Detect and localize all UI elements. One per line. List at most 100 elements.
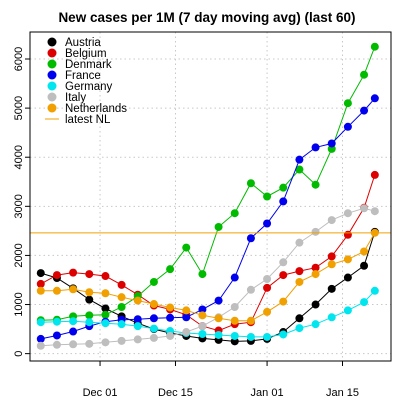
x-tick-label: Jan 01 <box>251 387 284 399</box>
data-point <box>149 324 158 333</box>
data-point <box>295 314 304 323</box>
data-point <box>370 170 379 179</box>
legend: AustriaBelgiumDenmarkFranceGermanyItalyN… <box>45 37 127 126</box>
data-point <box>263 192 272 201</box>
series-germany <box>36 286 379 341</box>
series-line <box>40 97 376 340</box>
series-france <box>36 94 379 343</box>
data-point <box>230 316 239 325</box>
data-point <box>295 165 304 174</box>
data-point <box>85 288 94 297</box>
data-point <box>343 273 352 282</box>
legend-label: Netherlands <box>65 103 127 115</box>
data-point <box>295 238 304 247</box>
data-point <box>327 284 336 293</box>
data-point <box>69 285 78 294</box>
data-point <box>149 333 158 342</box>
data-point <box>52 317 61 326</box>
series-netherlands <box>36 228 379 325</box>
data-point <box>69 327 78 336</box>
data-point <box>279 197 288 206</box>
data-point <box>182 328 191 337</box>
legend-label: France <box>65 70 101 82</box>
data-point <box>246 285 255 294</box>
legend-marker <box>47 92 57 102</box>
y-tick-label: 6000 <box>13 47 25 71</box>
data-point <box>52 286 61 295</box>
data-point <box>214 222 223 231</box>
data-point <box>117 336 126 345</box>
series-line <box>40 46 376 321</box>
axes: 0 1000 2000 3000 4000 5000 6000 Dec 01 Dec 15 Jan… <box>13 31 392 399</box>
data-point <box>133 315 142 324</box>
data-point <box>214 330 223 339</box>
chart-title: New cases per 1M (7 day moving avg) (las… <box>58 10 355 25</box>
data-point <box>214 296 223 305</box>
data-point <box>69 268 78 277</box>
data-point <box>295 267 304 276</box>
series-belgium <box>36 170 379 335</box>
legend-marker <box>47 59 57 69</box>
series-line <box>40 232 376 322</box>
data-point <box>263 219 272 228</box>
data-point <box>230 331 239 340</box>
data-point <box>279 271 288 280</box>
data-point <box>36 318 45 327</box>
data-point <box>343 230 352 239</box>
data-point <box>343 99 352 108</box>
data-point <box>311 300 320 309</box>
data-point <box>311 143 320 152</box>
data-point <box>101 310 110 319</box>
data-point <box>230 302 239 311</box>
data-point <box>279 258 288 267</box>
data-point <box>360 247 369 256</box>
data-point <box>295 155 304 164</box>
data-point <box>133 296 142 305</box>
data-point <box>311 320 320 329</box>
y-tick-label: 0 <box>13 351 25 357</box>
data-point <box>36 269 45 278</box>
data-point <box>166 313 175 322</box>
data-point <box>166 331 175 340</box>
data-point <box>311 270 320 279</box>
legend-marker <box>47 81 57 91</box>
data-point <box>52 331 61 340</box>
data-point <box>279 183 288 192</box>
data-point <box>69 340 78 349</box>
legend-label: Denmark <box>65 59 112 71</box>
data-point <box>36 286 45 295</box>
data-point <box>117 293 126 302</box>
data-point <box>117 320 126 329</box>
data-point <box>327 139 336 148</box>
data-point <box>370 207 379 216</box>
legend-marker <box>47 70 57 80</box>
data-point <box>133 335 142 344</box>
data-point <box>360 204 369 213</box>
data-point <box>85 311 94 320</box>
legend-label: latest NL <box>65 114 111 126</box>
data-point <box>117 302 126 311</box>
data-point <box>69 317 78 326</box>
data-point <box>311 180 320 189</box>
data-point <box>263 307 272 316</box>
y-tick-label: 1000 <box>13 292 25 316</box>
data-point <box>36 279 45 288</box>
series-line <box>40 174 376 332</box>
y-tick-label: 3000 <box>13 194 25 218</box>
data-point <box>182 306 191 315</box>
data-point <box>52 271 61 280</box>
data-point <box>295 277 304 286</box>
data-point <box>149 314 158 323</box>
data-point <box>85 339 94 348</box>
series-line <box>40 231 376 342</box>
data-point <box>166 265 175 274</box>
y-tick-label: 2000 <box>13 243 25 267</box>
data-point <box>149 300 158 309</box>
data-point <box>133 322 142 331</box>
data-point <box>101 338 110 347</box>
data-point <box>295 324 304 333</box>
series-line <box>40 207 375 347</box>
data-point <box>327 260 336 269</box>
data-point <box>52 340 61 349</box>
data-point <box>198 322 207 331</box>
